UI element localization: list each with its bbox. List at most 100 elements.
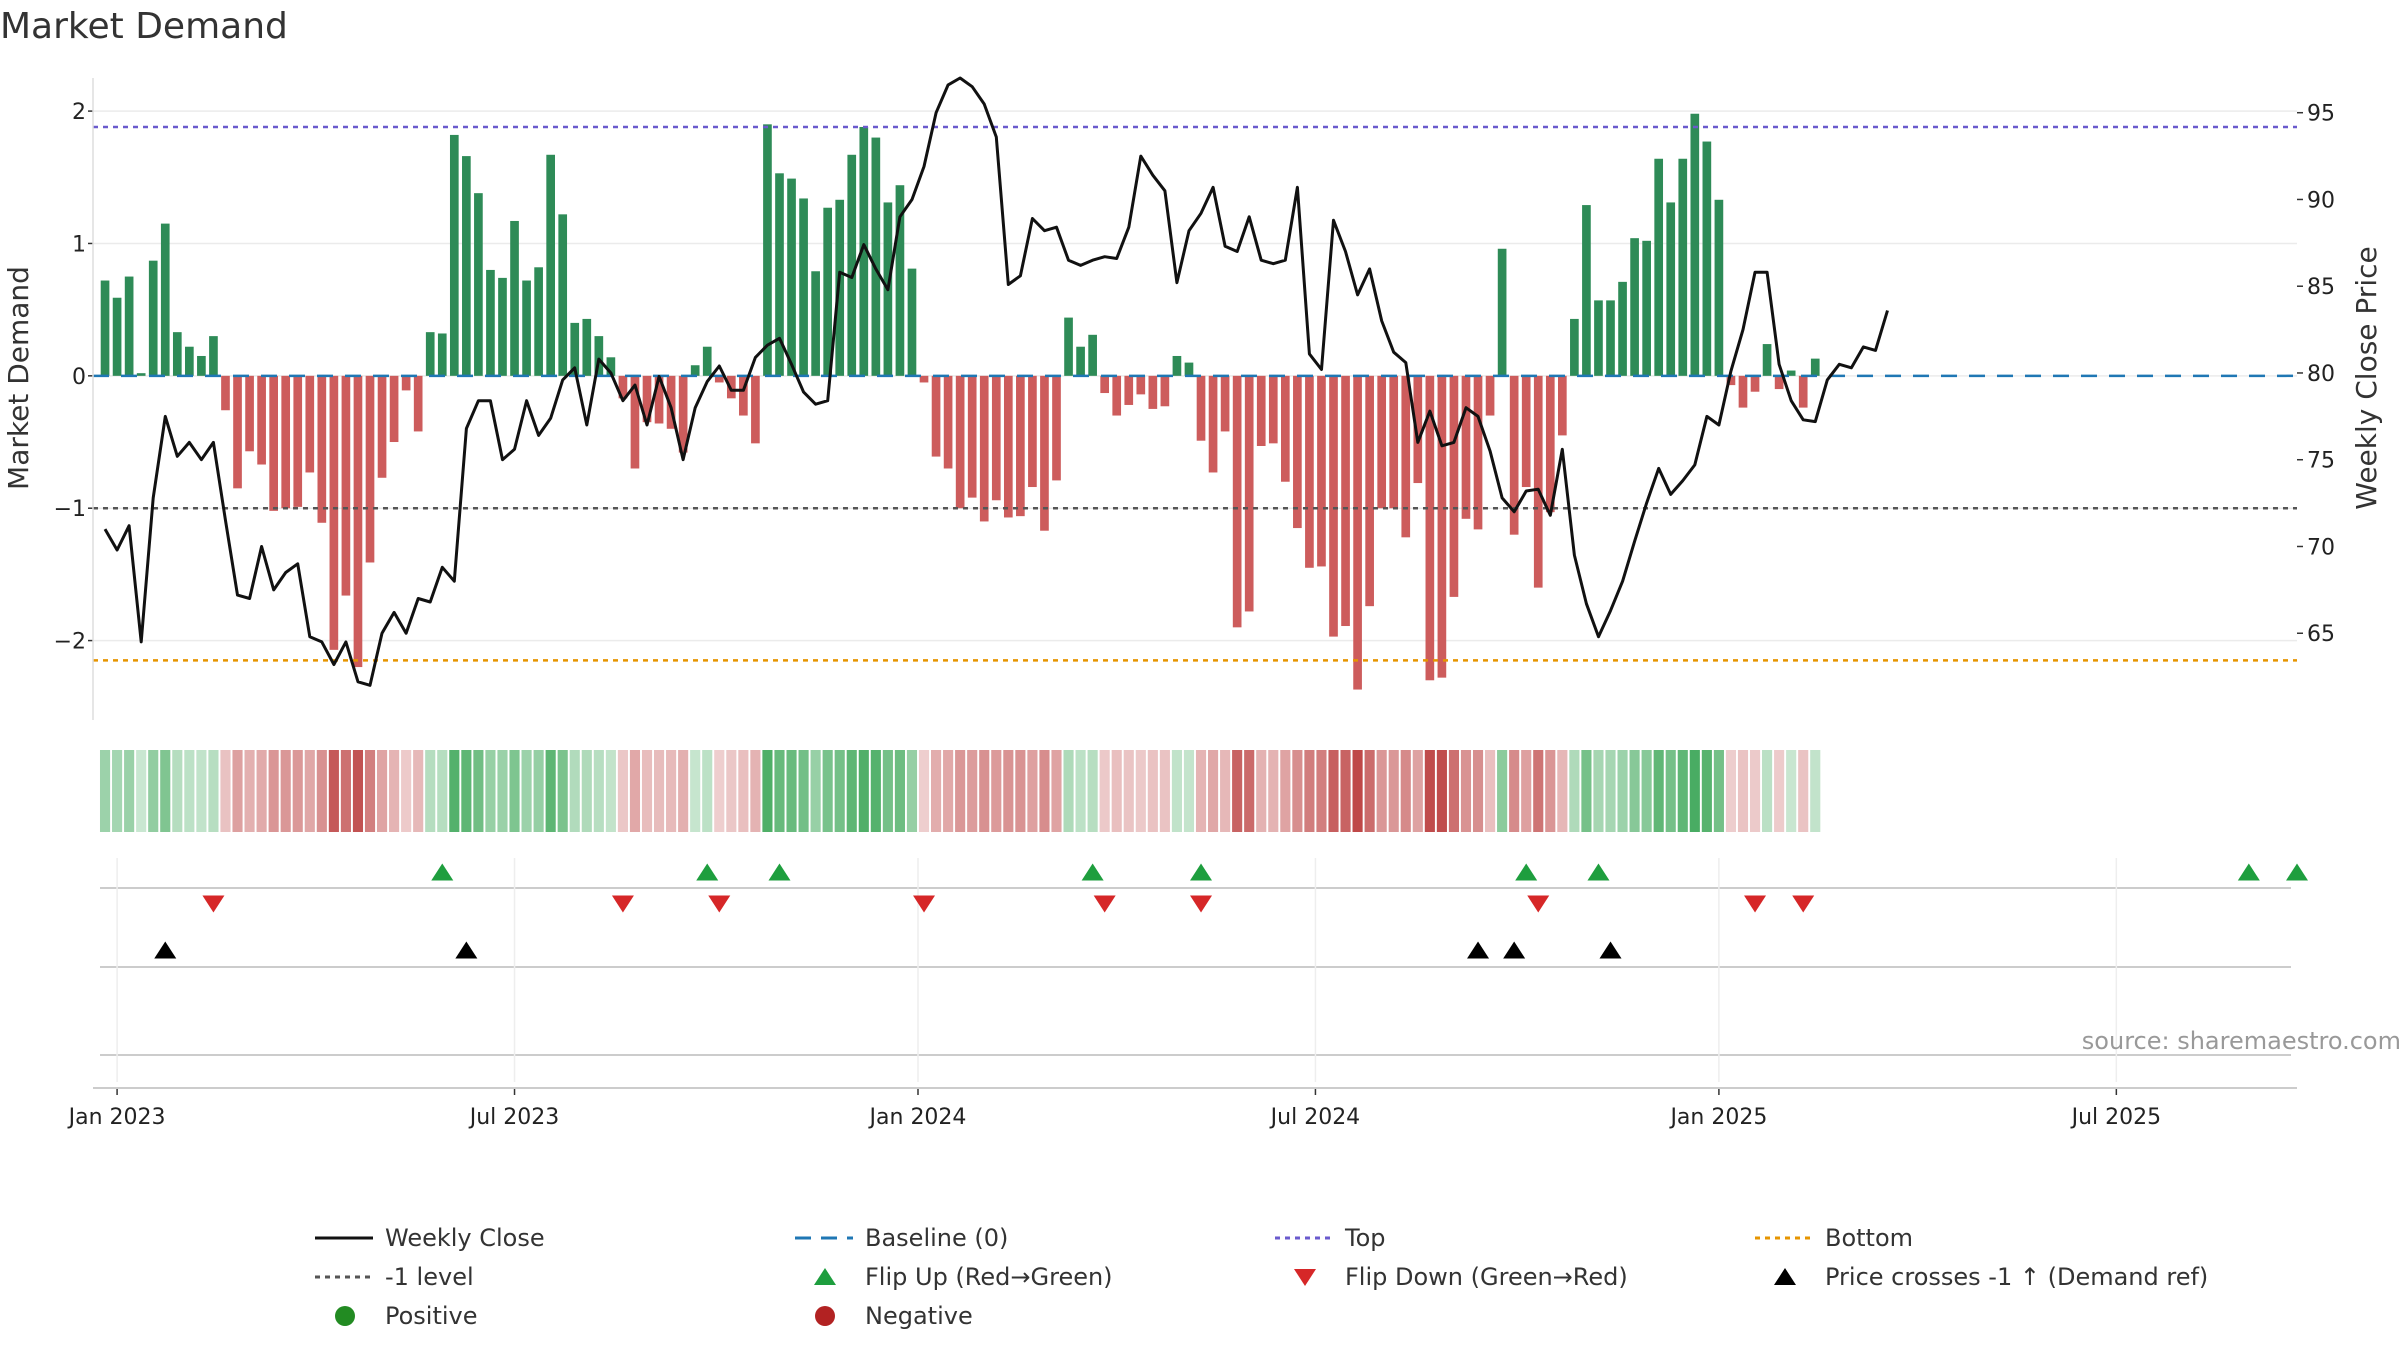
strip-cell — [1412, 750, 1423, 832]
flip-down-marker — [1792, 895, 1815, 913]
strip-cell — [1244, 750, 1255, 832]
strip-cell — [762, 750, 773, 832]
strip-cell — [738, 750, 749, 832]
legend-swatch — [1294, 1269, 1316, 1286]
demand-bar — [666, 375, 676, 429]
price-cross-marker — [154, 941, 177, 959]
reference-lines — [93, 125, 2297, 662]
demand-bar — [1557, 375, 1567, 436]
demand-bar — [630, 375, 640, 469]
demand-bar — [1449, 375, 1459, 597]
demand-bar — [1630, 238, 1639, 376]
strip-cell — [1545, 750, 1556, 832]
strip-cell — [160, 750, 171, 832]
strip-cell — [1039, 750, 1050, 832]
demand-bar — [534, 267, 543, 376]
strip-cell — [846, 750, 857, 832]
demand-bar — [449, 134, 459, 376]
strip-cell — [1593, 750, 1604, 832]
demand-bar — [498, 277, 507, 376]
strip-cell — [220, 750, 231, 832]
demand-bar — [763, 124, 772, 376]
flip-up-marker — [1515, 863, 1538, 881]
strip-cell — [774, 750, 785, 832]
demand-bar — [522, 280, 531, 376]
strip-cell — [1810, 750, 1821, 832]
demand-bar — [221, 375, 230, 411]
legend-swatch — [815, 1306, 835, 1326]
demand-bar — [1425, 375, 1435, 681]
demand-bar — [606, 357, 616, 376]
demand-bar — [245, 375, 254, 452]
strip-cell — [569, 750, 580, 832]
flip-up-marker — [696, 863, 719, 881]
strip-cell — [99, 750, 111, 832]
strip-cell — [316, 750, 327, 832]
demand-bar — [257, 375, 266, 465]
demand-bar — [172, 332, 182, 376]
strip-cell — [1774, 750, 1785, 832]
strip-cell — [714, 750, 725, 832]
strip-cell — [208, 750, 219, 832]
x-tick-label: Jan 2024 — [868, 1105, 967, 1130]
strip-cell — [280, 750, 291, 832]
demand-bar — [293, 375, 303, 507]
demand-bar — [1714, 199, 1724, 376]
strip-cell — [1569, 750, 1580, 832]
demand-bar — [1040, 375, 1049, 531]
strip-cell — [124, 750, 135, 832]
demand-bar — [365, 375, 375, 563]
demand-bar — [269, 375, 278, 511]
demand-bar — [1365, 375, 1374, 607]
strip-cell — [1051, 750, 1062, 832]
strip-cell — [1617, 750, 1628, 832]
strip-cell — [401, 750, 412, 832]
strip-cell — [1304, 750, 1315, 832]
demand-bar — [1606, 300, 1615, 376]
strip-cell — [593, 750, 604, 832]
strip-cell — [1460, 750, 1472, 832]
strip-cell — [1400, 750, 1411, 832]
strip-cell — [389, 750, 400, 832]
strip-cell — [822, 750, 833, 832]
strip-cell — [702, 750, 713, 832]
event-markers — [93, 858, 2308, 1089]
demand-bar — [1582, 205, 1591, 376]
strip-cell — [1665, 750, 1676, 832]
demand-bar — [1317, 375, 1326, 567]
strip-cell — [413, 750, 424, 832]
strip-cell — [1280, 750, 1291, 832]
demand-bar — [1786, 370, 1796, 376]
demand-bar — [1293, 375, 1302, 529]
demand-bar — [1497, 248, 1507, 376]
strip-cell — [557, 750, 568, 832]
strip-cell — [641, 750, 653, 832]
demand-bar — [1377, 375, 1387, 509]
strip-cell — [1581, 750, 1592, 832]
demand-bar — [907, 268, 917, 376]
y-axis-label: Market Demand — [2, 266, 35, 490]
strip-cell — [1232, 750, 1243, 832]
demand-bar — [546, 154, 555, 376]
demand-bar — [714, 375, 724, 383]
strip-cell — [485, 750, 496, 832]
demand-bar — [1642, 240, 1651, 376]
y2-tick-label: 80 — [2307, 362, 2335, 387]
strip-cell — [690, 750, 701, 832]
strip-cell — [1147, 750, 1158, 832]
weekly-close-line — [103, 76, 1889, 687]
strip-cell — [810, 750, 821, 832]
strip-cell — [1388, 750, 1399, 832]
demand-bar — [955, 375, 965, 509]
demand-bar — [1052, 375, 1061, 481]
flip-down-marker — [1190, 895, 1213, 913]
demand-bar — [919, 375, 929, 383]
chart-title: Market Demand — [0, 6, 288, 47]
strip-cell — [931, 750, 942, 832]
strip-cell — [304, 750, 315, 832]
demand-bar — [462, 156, 471, 376]
y-axis-label-right: Weekly Close Price — [2350, 246, 2383, 509]
x-tick-label: Jan 2025 — [1668, 1105, 1767, 1130]
strip-cell — [918, 750, 930, 832]
demand-bar — [437, 333, 447, 376]
